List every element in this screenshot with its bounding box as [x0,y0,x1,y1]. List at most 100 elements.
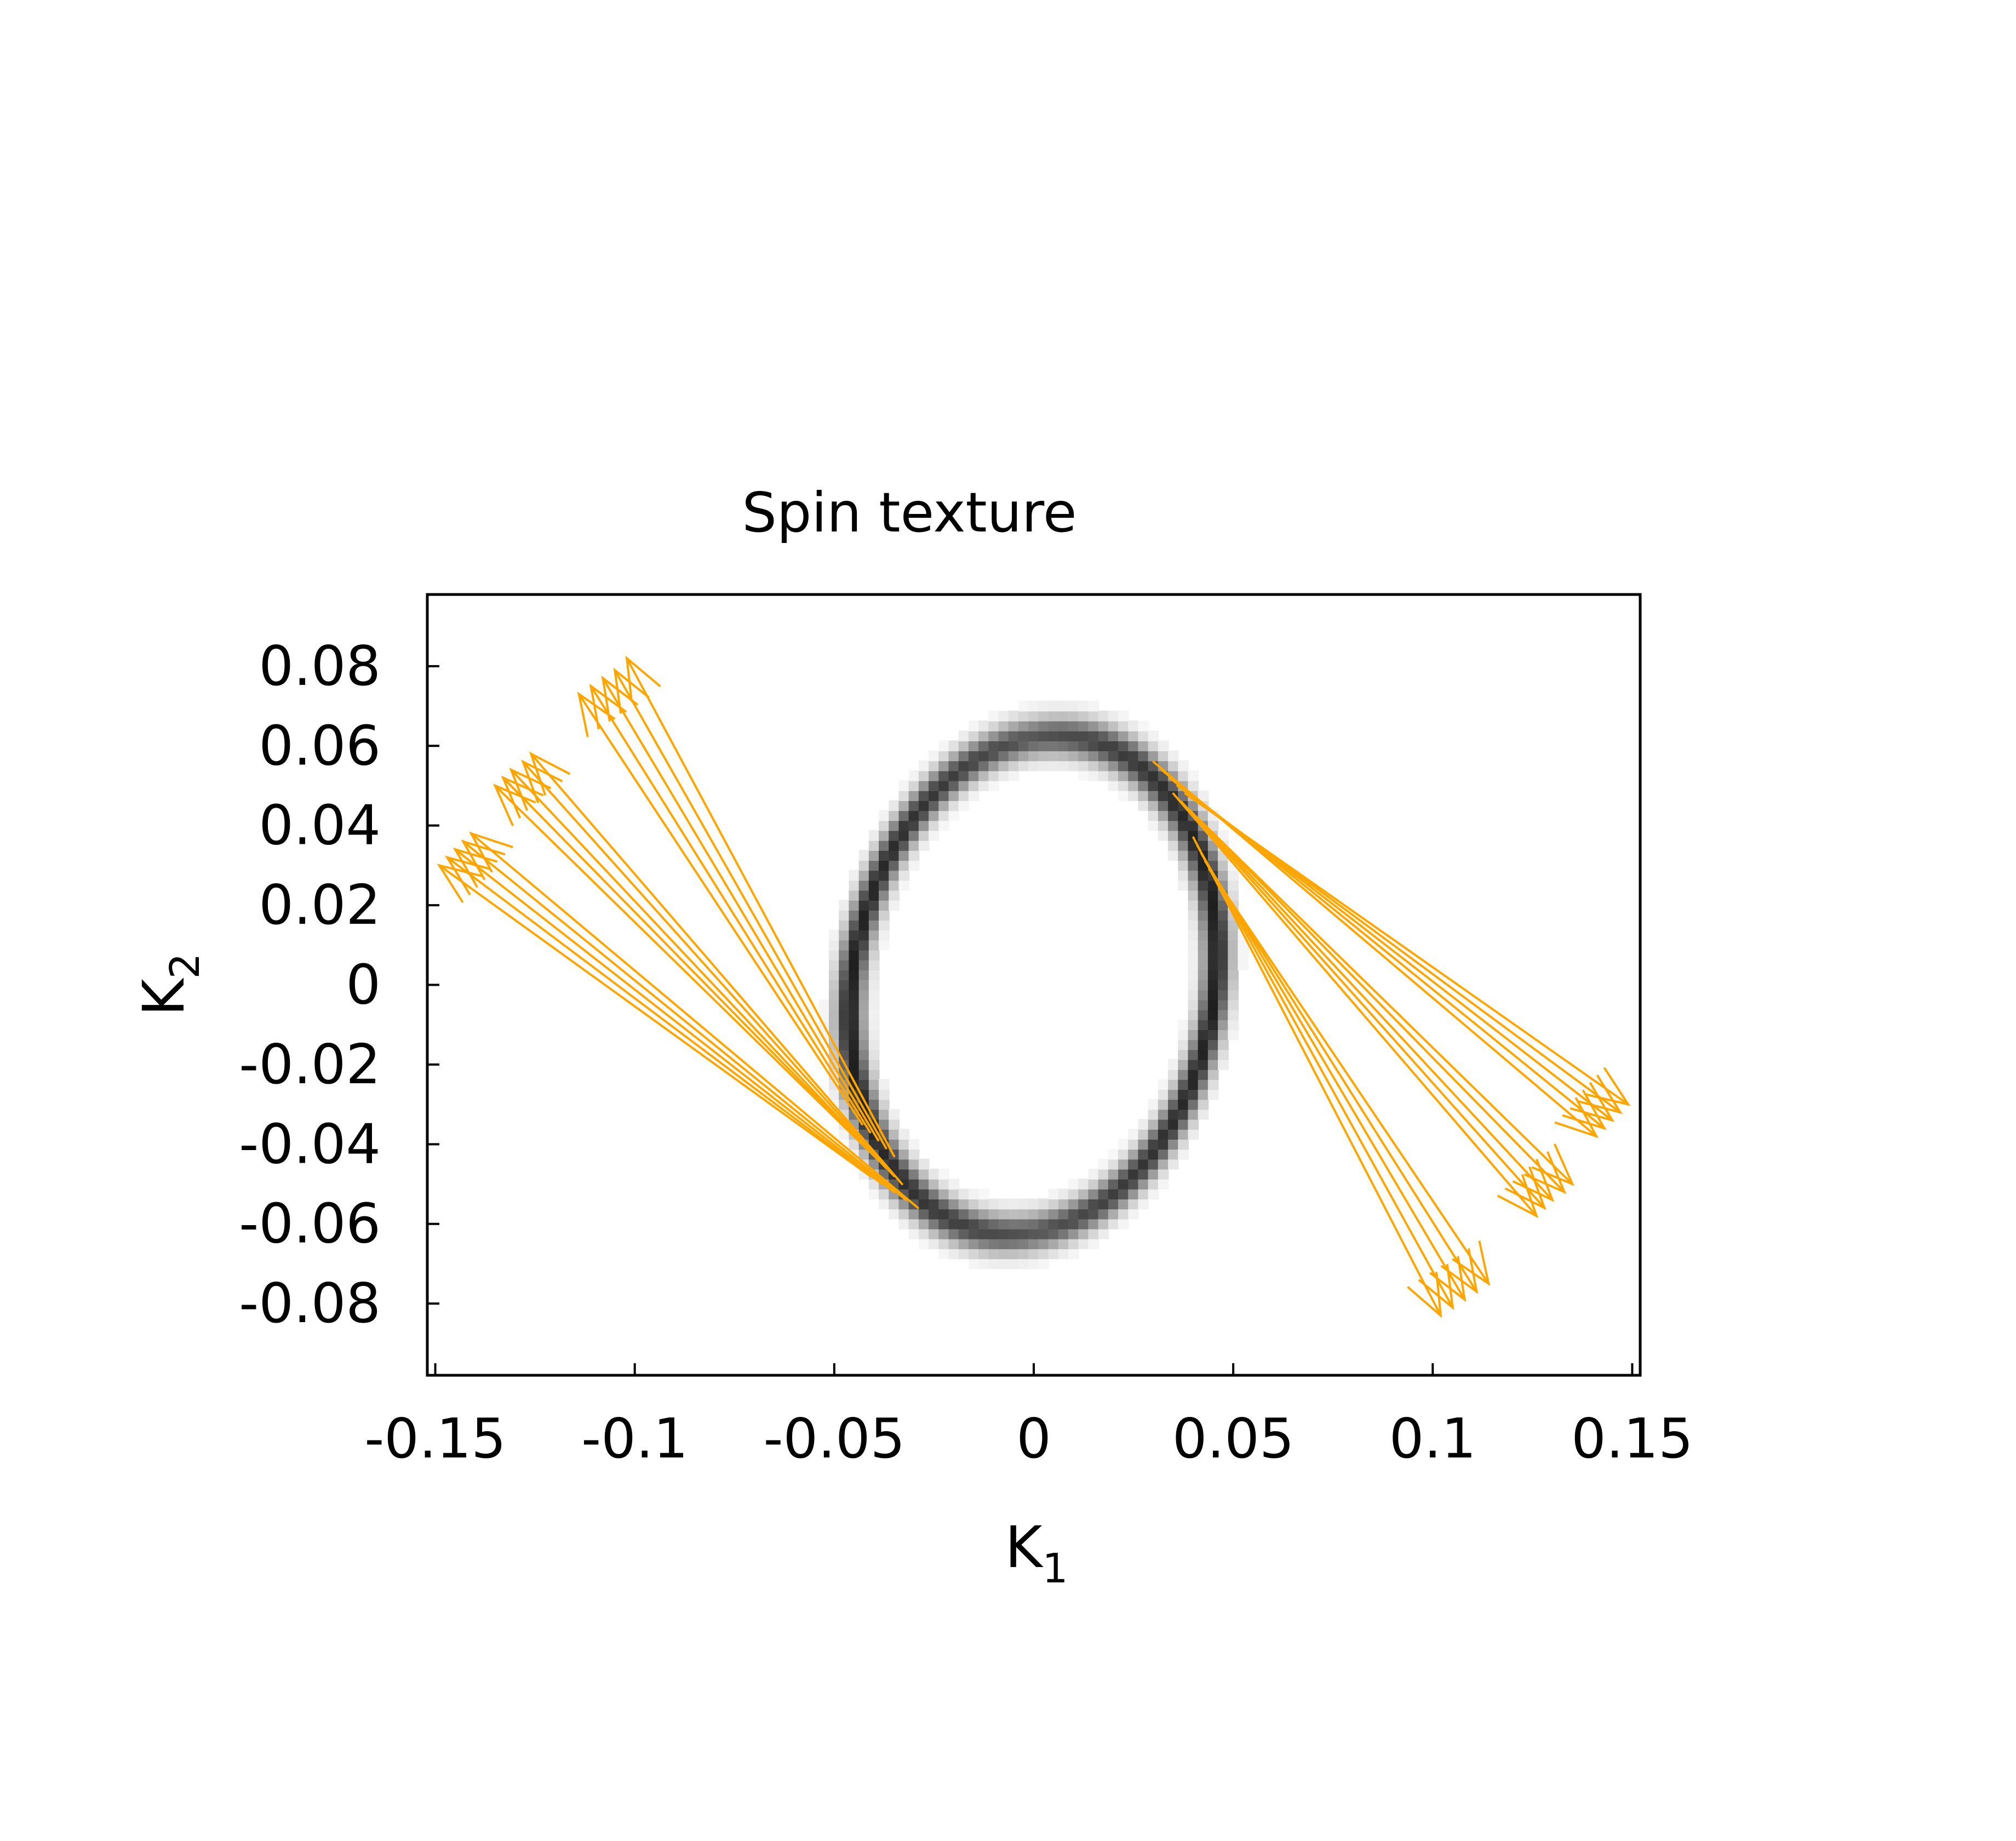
y-axis-label-subscript: 2 [162,953,209,979]
heatmap-cell [1207,1069,1219,1080]
heatmap-cell [839,900,850,911]
heatmap-cell [968,1228,980,1239]
spin-arrow-shaft [1196,816,1566,1193]
heatmap-cell [879,1108,890,1120]
heatmap-cell [998,1228,1010,1239]
heatmap-cell [1148,770,1159,781]
heatmap-cell [1168,1139,1179,1150]
y-axis-label-base: K [130,977,197,1016]
heatmap-cell [948,770,960,781]
y-tick-label: -0.08 [239,1271,381,1335]
heatmap-cell [1188,929,1199,941]
heatmap-cell [1188,870,1199,881]
spin-arrow [1192,836,1442,1318]
heatmap-cell [1228,999,1239,1010]
heatmap-cell [1128,780,1139,791]
heatmap-cell [1178,1099,1189,1110]
heatmap-cell [908,1208,920,1220]
heatmap-cell [1207,1079,1219,1090]
heatmap-cell [1098,1188,1109,1200]
heatmap-cell [1158,1158,1169,1170]
heatmap-cell [858,929,870,941]
heatmap-cell [1058,710,1069,722]
heatmap-cell [938,1218,949,1230]
heatmap-cell [938,800,949,811]
spin-arrow-shaft [509,768,887,1169]
heatmap-cell [1088,710,1099,722]
heatmap-cell [879,870,890,881]
heatmap-cell [958,1208,970,1220]
heatmap-cell [868,1089,880,1100]
spin-arrow-head [468,831,513,873]
heatmap-cell [1048,1188,1059,1200]
spin-arrow [445,855,884,1186]
heatmap-cell [968,750,980,762]
heatmap-cell [918,1218,930,1230]
heatmap-cell [968,1238,980,1249]
heatmap-cell [1207,900,1219,911]
heatmap-cell [988,1198,1000,1210]
heatmap-cell [1218,1039,1229,1050]
heatmap-cell [1098,710,1109,722]
heatmap-cell [1138,1148,1149,1160]
heatmap-cell [918,1208,930,1220]
heatmap-cell [868,1099,880,1110]
heatmap-cell [958,800,970,811]
heatmap-cell [918,1198,930,1210]
heatmap-cell [1078,721,1089,731]
heatmap-cell [1198,959,1209,970]
spin-arrow-shaft [502,776,879,1162]
heatmap-cell [1018,721,1029,731]
heatmap-cell [868,1029,880,1040]
heatmap-cell [1238,950,1249,960]
heatmap-cell [908,780,920,791]
heatmap-cell [948,1208,960,1220]
heatmap-cell [1018,750,1029,762]
heatmap-cell [858,1029,870,1040]
heatmap-cell [849,890,860,901]
heatmap-cell [1168,760,1179,771]
heatmap-cell [858,969,870,981]
heatmap-cell [898,1148,910,1160]
heatmap-cell [1098,1228,1109,1239]
heatmap-cell [968,1188,980,1200]
heatmap-cell [1128,770,1139,781]
heatmap-cell [839,919,850,931]
heatmap-cell [968,1258,980,1270]
heatmap-cell [1118,1179,1129,1190]
heatmap-cell [1088,721,1099,731]
heatmap-cell [968,780,980,791]
heatmap-cell [948,810,960,821]
heatmap-cell [1108,721,1119,731]
heatmap-cell [889,1198,900,1210]
heatmap-cell [1138,721,1149,731]
heatmap-cell [948,1218,960,1230]
spin-arrow [625,655,896,1158]
heatmap-cell [839,1129,850,1140]
heatmap-cell [1028,1258,1039,1270]
heatmap-cell [998,1238,1010,1249]
spin-arrow [1196,816,1567,1194]
heatmap-cell [1108,1188,1119,1200]
heatmap-cell [1207,1049,1219,1060]
heatmap-cell [1118,740,1129,752]
heatmap-cell [849,969,860,981]
heatmap-cell [1168,1069,1179,1080]
heatmap-cell [1138,1158,1149,1170]
heatmap-cell [1178,860,1189,871]
x-tick-label: 0.05 [1172,1407,1295,1471]
heatmap-cell [868,919,880,931]
heatmap-cell [938,1188,949,1200]
heatmap-cell [918,1228,930,1239]
heatmap-cell [1228,890,1239,901]
heatmap-cell [1118,1139,1129,1150]
heatmap-cell [1207,1059,1219,1070]
heatmap-cell [1148,820,1159,831]
heatmap-cell [1168,840,1179,851]
heatmap-cell [1178,1129,1189,1140]
heatmap-cell [829,989,840,1000]
heatmap-cell [1058,1218,1069,1230]
heatmap-cell [1018,1238,1029,1249]
spin-arrow-shaft [522,761,896,1177]
